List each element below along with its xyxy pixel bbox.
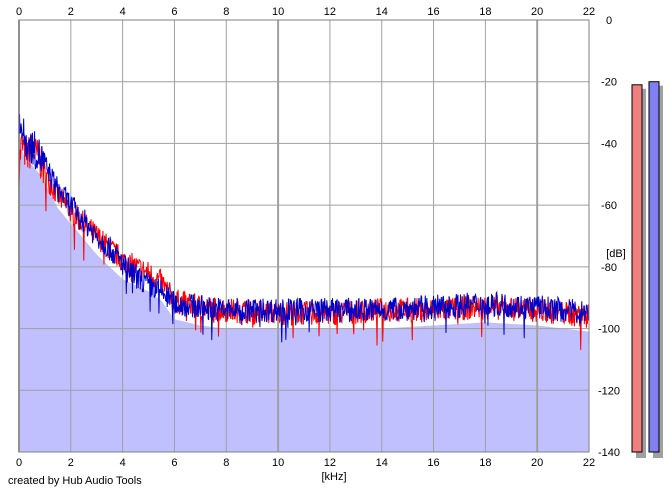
level-meter-0	[631, 84, 643, 453]
credit-text: created by Hub Audio Tools	[8, 475, 142, 487]
x-tick-label-bottom: 20	[531, 457, 543, 469]
series-line-0	[18, 132, 590, 350]
x-tick-label-bottom: 4	[120, 457, 126, 469]
x-tick-label-bottom: 18	[479, 457, 491, 469]
x-tick-label-top: 22	[583, 6, 595, 18]
y-tick-label: -20	[601, 77, 617, 89]
x-tick-label-top: 12	[324, 6, 336, 18]
x-tick-label-bottom: 12	[324, 457, 336, 469]
y-tick-label: -100	[598, 324, 620, 336]
x-tick-label-bottom: 2	[68, 457, 74, 469]
x-tick-label-top: 4	[120, 6, 126, 18]
y-tick-label: -60	[601, 200, 617, 212]
x-tick-label-top: 6	[171, 6, 177, 18]
x-tick-label-bottom: 6	[171, 457, 177, 469]
x-tick-label-top: 10	[272, 6, 284, 18]
plot-border	[18, 19, 590, 453]
x-axis-label: [kHz]	[321, 471, 346, 483]
y-tick-label: 0	[606, 15, 612, 27]
y-tick-label: -80	[601, 262, 617, 274]
x-tick-label-bottom: 14	[376, 457, 388, 469]
y-tick-label: -120	[598, 385, 620, 397]
x-tick-label-bottom: 22	[583, 457, 595, 469]
x-tick-label-bottom: 0	[16, 457, 22, 469]
x-tick-label-top: 20	[531, 6, 543, 18]
x-tick-label-bottom: 8	[223, 457, 229, 469]
y-axis-label: [dB]	[606, 248, 626, 260]
x-tick-label-top: 0	[16, 6, 22, 18]
x-tick-label-bottom: 10	[272, 457, 284, 469]
series-line-1	[18, 114, 590, 343]
y-tick-label: -140	[598, 447, 620, 459]
x-tick-label-top: 8	[223, 6, 229, 18]
x-tick-label-top: 16	[427, 6, 439, 18]
x-tick-label-bottom: 16	[427, 457, 439, 469]
x-tick-label-top: 14	[376, 6, 388, 18]
x-tick-label-top: 2	[68, 6, 74, 18]
y-tick-label: -40	[601, 138, 617, 150]
x-tick-label-top: 18	[479, 6, 491, 18]
level-meter-1	[648, 81, 660, 453]
spectrum-fill	[19, 124, 589, 452]
